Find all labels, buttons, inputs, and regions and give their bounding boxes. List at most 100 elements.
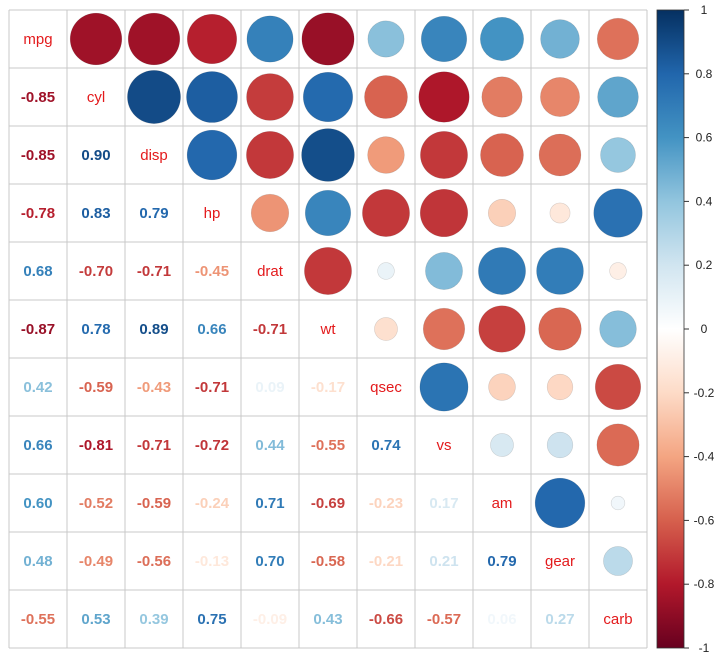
corr-circle-wt-gear — [538, 307, 582, 351]
corr-circle-cyl-am — [481, 76, 523, 118]
corr-circle-disp-wt — [301, 128, 355, 182]
corr-value-hp-cyl: 0.83 — [81, 205, 110, 222]
corr-value-carb-disp: 0.39 — [139, 611, 168, 628]
corr-value-vs-cyl: -0.81 — [79, 437, 113, 454]
corr-value-disp-mpg: -0.85 — [21, 147, 55, 164]
corr-value-vs-drat: 0.44 — [255, 437, 285, 454]
corr-circle-hp-gear — [549, 202, 571, 224]
corr-circle-cyl-disp — [127, 70, 181, 124]
corr-circle-cyl-hp — [186, 71, 238, 123]
corr-value-disp-cyl: 0.90 — [81, 147, 110, 164]
corr-circle-cyl-vs — [418, 71, 470, 123]
corr-circle-hp-drat — [250, 193, 290, 233]
variable-label-drat: drat — [257, 263, 284, 280]
corr-value-drat-cyl: -0.70 — [79, 263, 113, 280]
corr-value-wt-cyl: 0.78 — [81, 321, 110, 338]
corr-value-carb-wt: 0.43 — [313, 611, 342, 628]
corr-circle-hp-wt — [304, 189, 352, 237]
variable-label-qsec: qsec — [370, 379, 402, 396]
colorbar-tick-label: 0.4 — [696, 194, 713, 208]
corr-value-am-drat: 0.71 — [255, 495, 284, 512]
corr-value-qsec-mpg: 0.42 — [23, 379, 52, 396]
variable-label-hp: hp — [204, 205, 221, 222]
variable-label-cyl: cyl — [87, 89, 105, 106]
corr-circle-drat-carb — [609, 262, 627, 280]
corr-circle-qsec-gear — [546, 373, 574, 401]
variable-label-vs: vs — [437, 437, 452, 454]
corr-value-carb-hp: 0.75 — [197, 611, 226, 628]
corr-value-carb-drat: -0.09 — [253, 611, 287, 628]
corr-circle-disp-vs — [420, 131, 468, 179]
corr-value-drat-hp: -0.45 — [195, 263, 229, 280]
corr-circle-vs-carb — [596, 423, 640, 467]
corr-value-qsec-drat: 0.09 — [255, 379, 284, 396]
corr-circle-mpg-hp — [186, 13, 238, 65]
corr-circle-wt-qsec — [374, 317, 398, 341]
corr-circle-disp-am — [480, 133, 524, 177]
corr-circle-drat-qsec — [377, 262, 395, 280]
corr-value-gear-drat: 0.70 — [255, 553, 284, 570]
corr-circle-am-carb — [610, 495, 626, 511]
corr-value-gear-am: 0.79 — [487, 553, 516, 570]
corr-circle-mpg-drat — [246, 15, 294, 63]
corr-value-vs-qsec: 0.74 — [371, 437, 401, 454]
corr-circle-mpg-carb — [596, 17, 640, 61]
corr-circle-drat-vs — [425, 252, 463, 290]
corr-value-gear-disp: -0.56 — [137, 553, 171, 570]
corr-value-wt-hp: 0.66 — [197, 321, 226, 338]
corr-value-carb-mpg: -0.55 — [21, 611, 55, 628]
corr-value-wt-drat: -0.71 — [253, 321, 287, 338]
grid — [8, 9, 648, 649]
variable-label-disp: disp — [140, 147, 168, 164]
colorbar-tick-label: 1 — [701, 3, 708, 17]
corr-circle-mpg-wt — [301, 12, 355, 66]
corr-circle-cyl-gear — [540, 77, 580, 117]
corr-circle-wt-carb — [599, 310, 637, 348]
corr-value-qsec-cyl: -0.59 — [79, 379, 113, 396]
colorbar-tick-label: -0.2 — [694, 386, 715, 400]
corr-value-vs-hp: -0.72 — [195, 437, 229, 454]
cells: mpg -0.85 cyl -0.85 0.90 disp -0.78 0.83 0.79 hp 0… — [21, 12, 643, 628]
corr-circle-qsec-am — [488, 373, 516, 401]
corr-circle-vs-gear — [546, 431, 574, 459]
corr-circle-cyl-wt — [302, 71, 354, 123]
colorbar-rect — [656, 9, 685, 649]
variable-label-mpg: mpg — [23, 31, 52, 48]
corr-value-gear-mpg: 0.48 — [23, 553, 52, 570]
corr-circle-mpg-am — [480, 17, 524, 61]
colorbar-tick-label: -1 — [699, 641, 710, 655]
corr-value-wt-mpg: -0.87 — [21, 321, 55, 338]
colorbar: 1 0.8 0.6 0.4 0.2 0 -0.2 -0.4 -0.6 -0.8 -1 — [656, 3, 715, 655]
corr-value-hp-mpg: -0.78 — [21, 205, 55, 222]
corr-circle-wt-am — [478, 305, 526, 353]
corr-circle-disp-carb — [600, 137, 636, 173]
variable-label-gear: gear — [545, 553, 575, 570]
corr-value-vs-mpg: 0.66 — [23, 437, 52, 454]
corr-circle-cyl-drat — [246, 73, 294, 121]
colorbar-ticks: 1 0.8 0.6 0.4 0.2 0 -0.2 -0.4 -0.6 -0.8 -1 — [684, 3, 715, 655]
colorbar-tick-label: 0.2 — [696, 258, 713, 272]
corr-circle-mpg-qsec — [367, 20, 405, 58]
corr-circle-disp-hp — [186, 129, 238, 181]
corr-value-carb-vs: -0.57 — [427, 611, 461, 628]
corr-circle-disp-gear — [538, 133, 582, 177]
corr-value-carb-am: 0.06 — [487, 611, 516, 628]
corr-circle-drat-am — [478, 247, 526, 295]
corr-value-wt-disp: 0.89 — [139, 321, 168, 338]
variable-label-am: am — [492, 495, 513, 512]
corr-circle-qsec-carb — [594, 363, 642, 411]
corr-circle-gear-carb — [603, 546, 633, 576]
corr-circle-mpg-disp — [127, 12, 181, 66]
corr-value-cyl-mpg: -0.85 — [21, 89, 55, 106]
corr-value-qsec-hp: -0.71 — [195, 379, 229, 396]
corr-value-am-wt: -0.69 — [311, 495, 345, 512]
variable-label-wt: wt — [320, 321, 337, 338]
colorbar-tick-label: 0.8 — [696, 67, 713, 81]
corr-value-gear-vs: 0.21 — [429, 553, 458, 570]
corr-circle-hp-qsec — [362, 189, 410, 237]
corr-value-qsec-wt: -0.17 — [311, 379, 345, 396]
corr-value-vs-disp: -0.71 — [137, 437, 171, 454]
corr-circle-hp-carb — [593, 188, 643, 238]
corr-circle-drat-wt — [304, 247, 352, 295]
corr-value-gear-hp: -0.13 — [195, 553, 229, 570]
